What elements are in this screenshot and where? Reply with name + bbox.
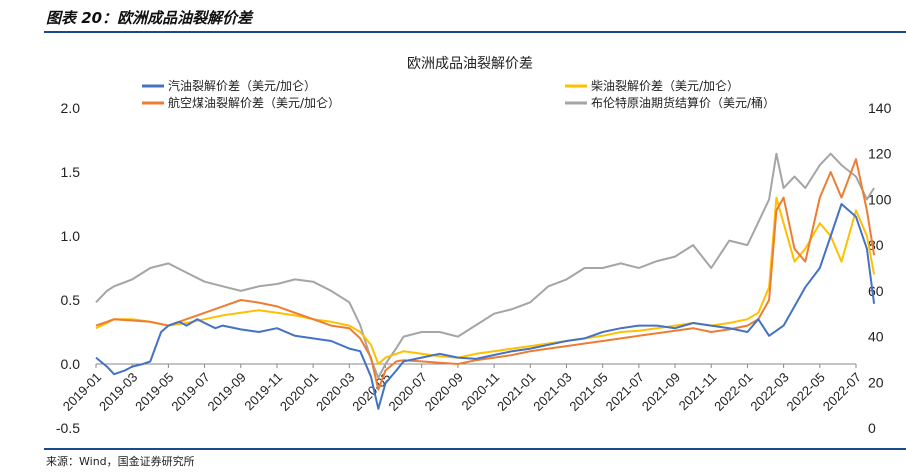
left-tick-label: -0.5 [56, 420, 80, 436]
legend: 汽油裂解价差（美元/加仑） 柴油裂解价差（美元/加仑） 航空煤油裂解价差（美元/加仑… [142, 78, 775, 110]
x-tick-label: 2021-07 [603, 370, 647, 414]
legend-label: 柴油裂解价差（美元/加仑） [591, 79, 739, 93]
left-tick-label: 0.0 [61, 356, 81, 372]
figure-title: 图表 20：欧洲成品油裂解价差 [46, 9, 253, 27]
left-tick-label: 0.5 [61, 292, 81, 308]
x-tick-label: 2019-11 [241, 370, 285, 414]
x-tick-label: 2019-09 [205, 370, 249, 414]
x-tick-label: 2020-01 [277, 370, 321, 414]
x-axis: 2019-012019-032019-052019-072019-092019-… [60, 363, 864, 414]
x-tick-label: 2019-03 [96, 370, 140, 414]
x-tick-label: 2020-03 [313, 370, 357, 414]
left-tick-label: 1.5 [61, 164, 81, 180]
x-tick-label: 2021-03 [530, 370, 574, 414]
left-axis: 2.0 1.5 1.0 0.5 0.0 -0.5 [56, 100, 80, 436]
x-tick-label: 2022-03 [747, 370, 791, 414]
series-line [95, 158, 876, 391]
x-tick-label: 2020-11 [459, 370, 503, 414]
x-tick-label: 2019-05 [132, 370, 176, 414]
right-tick-label: 100 [868, 191, 892, 207]
right-tick-label: 40 [868, 329, 884, 345]
bottom-rule [44, 448, 906, 450]
x-tick-label: 2021-01 [494, 370, 538, 414]
x-tick-label: 2021-09 [639, 370, 683, 414]
legend-label: 汽油裂解价差（美元/加仑） [168, 78, 316, 93]
chart-title: 欧洲成品油裂解价差 [407, 56, 533, 72]
right-tick-label: 60 [868, 283, 884, 299]
left-tick-label: 2.0 [61, 100, 81, 116]
x-tick-label: 2019-07 [168, 370, 212, 414]
plot-lines [95, 152, 876, 410]
series-line [95, 152, 875, 379]
legend-label: 航空煤油裂解价差（美元/加仑） [168, 95, 340, 110]
x-tick-label: 2020-09 [422, 370, 466, 414]
right-tick-label: 20 [868, 374, 884, 390]
x-tick-label: 2022-07 [820, 370, 864, 414]
x-tick-label: 2022-05 [784, 370, 828, 414]
x-tick-label: 2022-01 [711, 370, 755, 414]
series-line [95, 203, 876, 410]
legend-label: 布伦特原油期货结算价（美元/桶） [591, 95, 775, 110]
x-tick-label: 2021-05 [566, 370, 610, 414]
right-tick-label: 0 [868, 420, 876, 436]
left-tick-label: 1.0 [61, 228, 81, 244]
x-tick-label: 2021-11 [676, 370, 720, 414]
right-tick-label: 120 [868, 146, 892, 162]
source-note: 来源：Wind，国金证券研究所 [46, 455, 195, 468]
x-tick-label: 2019-01 [60, 370, 104, 414]
title-rule [44, 31, 906, 33]
right-tick-label: 140 [868, 100, 892, 116]
